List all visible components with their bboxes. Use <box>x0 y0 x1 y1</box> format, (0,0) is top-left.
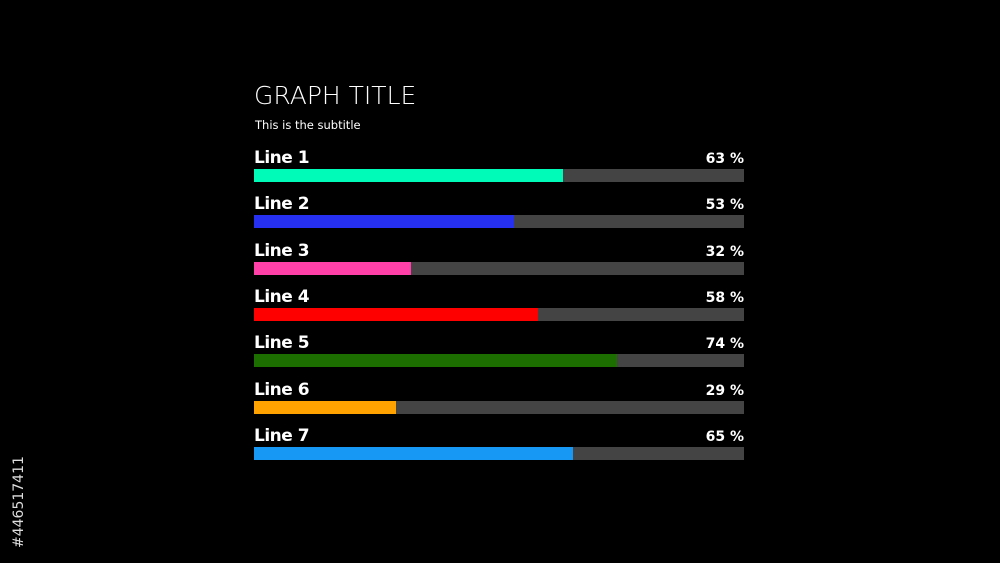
value-label: 63 % <box>705 151 744 167</box>
bar <box>254 307 539 321</box>
value-label: 74 % <box>705 336 744 353</box>
bar-track <box>254 261 744 275</box>
value-label: 29 % <box>705 382 744 399</box>
bar-track <box>254 169 744 182</box>
bar-label: Line 6 <box>254 379 310 400</box>
value-label: 32 % <box>705 243 744 260</box>
bar <box>254 354 617 368</box>
bar-track <box>254 446 744 460</box>
value-label: 53 % <box>705 197 744 214</box>
bar-track <box>254 215 744 229</box>
bar-label: Line 4 <box>254 286 310 307</box>
bar-label: Line 1 <box>254 148 310 168</box>
bar-row: Line 4 58 % <box>254 287 744 327</box>
bar-label: Line 2 <box>254 194 310 215</box>
chart-subtitle: This is the subtitle <box>255 118 361 132</box>
bar-row: Line 6 29 % <box>254 380 744 420</box>
bar-label: Line 3 <box>254 240 310 261</box>
bar-row: Line 3 32 % <box>254 241 744 281</box>
bar <box>254 400 397 414</box>
bar-label: Line 7 <box>254 425 310 446</box>
bar <box>254 169 563 182</box>
bar-track <box>254 354 744 368</box>
bar-row: Line 5 74 % <box>254 333 744 373</box>
value-label: 58 % <box>705 289 744 306</box>
bar-label: Line 5 <box>254 333 310 354</box>
bar-row: Line 7 65 % <box>254 426 744 466</box>
watermark-id: #446517411 <box>11 456 27 548</box>
bar-row: Line 1 63 % <box>254 148 744 188</box>
bar-row: Line 2 53 % <box>254 194 744 234</box>
bar-track <box>254 400 744 414</box>
bar-track <box>254 307 744 321</box>
bar <box>254 215 514 229</box>
bar <box>254 261 411 275</box>
chart-title: GRAPH TITLE <box>254 81 417 110</box>
bar <box>254 446 573 460</box>
value-label: 65 % <box>705 428 744 445</box>
